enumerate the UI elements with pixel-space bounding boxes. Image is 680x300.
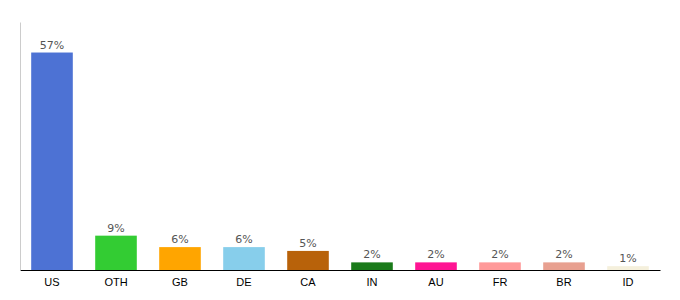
bar — [351, 262, 393, 270]
x-tick-label: OTH — [104, 276, 127, 288]
x-tick-label: ID — [623, 276, 634, 288]
x-tick: US — [44, 276, 59, 288]
x-tick: ID — [623, 276, 634, 288]
bar — [479, 262, 521, 270]
x-tick: BR — [556, 276, 571, 288]
data-label: 6% — [235, 233, 252, 246]
x-tick: OTH — [104, 276, 127, 288]
x-tick-label: IN — [367, 276, 378, 288]
plot-area: 57% 9% 6% 6% 5% 2% 2% 2% 2% 1% US OTH GB DE CA IN AU FR BR… — [21, 23, 661, 288]
x-tick: GB — [172, 276, 188, 288]
data-label: 5% — [299, 237, 316, 250]
data-label: 2% — [555, 248, 572, 261]
x-tick-label: BR — [556, 276, 571, 288]
x-tick-label: DE — [236, 276, 251, 288]
x-tick: FR — [493, 276, 508, 288]
data-label: 2% — [427, 248, 444, 261]
bar — [95, 236, 137, 270]
data-labels: 57% 9% 6% 6% 5% 2% 2% 2% 2% 1% — [40, 39, 637, 266]
x-tick-label: AU — [428, 276, 443, 288]
bar — [287, 251, 329, 270]
y-axis — [20, 23, 21, 271]
x-tick-label: US — [44, 276, 59, 288]
x-axis-line — [21, 270, 661, 271]
data-label: 2% — [491, 248, 508, 261]
x-tick: IN — [367, 276, 378, 288]
bar — [415, 262, 457, 270]
y-axis-line — [20, 23, 21, 271]
x-tick-label: GB — [172, 276, 188, 288]
data-label: 9% — [107, 222, 124, 235]
bar — [543, 262, 585, 270]
x-axis: US OTH GB DE CA IN AU FR BR ID — [21, 271, 661, 288]
data-label: 2% — [363, 248, 380, 261]
data-label: 1% — [619, 252, 636, 265]
chart: 57% 9% 6% 6% 5% 2% 2% 2% 2% 1% US OTH GB DE CA IN AU FR BR… — [0, 0, 680, 300]
bars — [31, 53, 649, 270]
x-tick: AU — [428, 276, 443, 288]
bar — [159, 247, 201, 270]
x-tick: DE — [236, 276, 251, 288]
bar — [607, 266, 649, 270]
bar — [31, 53, 73, 270]
x-tick-label: FR — [493, 276, 508, 288]
x-tick: CA — [300, 276, 316, 288]
x-tick-label: CA — [300, 276, 316, 288]
bar — [223, 247, 265, 270]
data-label: 6% — [171, 233, 188, 246]
data-label: 57% — [40, 39, 64, 52]
